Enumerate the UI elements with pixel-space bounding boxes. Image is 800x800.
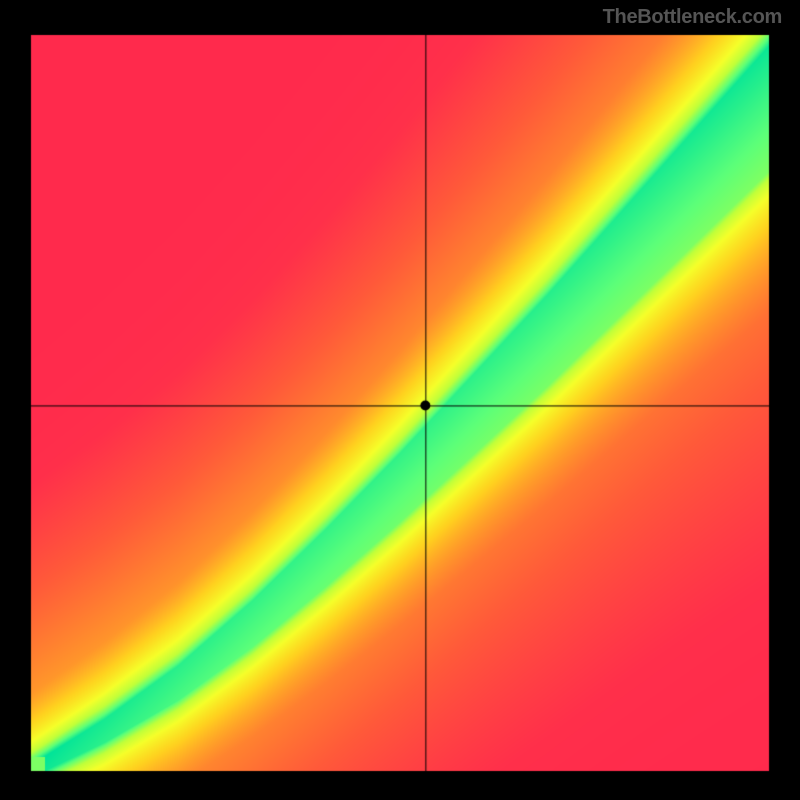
watermark-text: TheBottleneck.com	[603, 6, 782, 29]
chart-container: TheBottleneck.com	[0, 0, 800, 800]
bottleneck-heatmap	[30, 34, 770, 772]
